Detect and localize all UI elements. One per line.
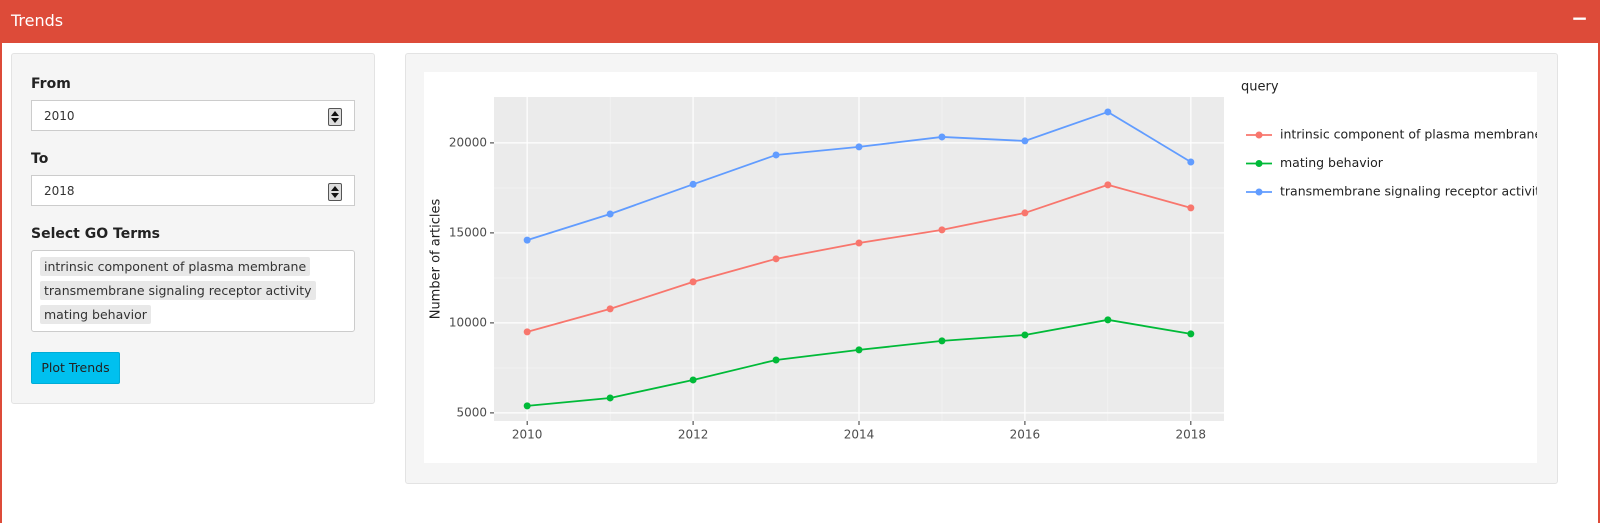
data-point bbox=[772, 151, 780, 159]
to-label: To bbox=[31, 151, 49, 167]
term-tag[interactable]: mating behavior bbox=[40, 305, 151, 324]
legend-key-point bbox=[1255, 160, 1263, 167]
from-input[interactable]: 2010 bbox=[31, 100, 355, 131]
terms-label: Select GO Terms bbox=[31, 226, 161, 242]
data-point bbox=[938, 133, 946, 141]
data-point bbox=[689, 278, 697, 286]
data-point bbox=[523, 328, 531, 336]
plot-button[interactable]: Plot Trends bbox=[31, 352, 120, 384]
data-point bbox=[1104, 316, 1112, 324]
data-point bbox=[1187, 158, 1195, 166]
data-point bbox=[523, 236, 531, 244]
from-label: From bbox=[31, 76, 71, 92]
data-point bbox=[1021, 331, 1029, 339]
data-point bbox=[1021, 209, 1029, 217]
x-tick-label: 2018 bbox=[1176, 428, 1207, 442]
x-tick-label: 2010 bbox=[512, 428, 543, 442]
y-axis-label: Number of articles bbox=[429, 198, 444, 319]
y-tick-label: 20000 bbox=[449, 135, 487, 149]
term-tag[interactable]: intrinsic component of plasma membrane bbox=[40, 257, 311, 276]
data-point bbox=[855, 239, 863, 247]
to-input[interactable]: 2018 bbox=[31, 175, 355, 206]
data-point bbox=[855, 143, 863, 151]
collapse-button[interactable]: − bbox=[1571, 6, 1588, 30]
from-value: 2010 bbox=[44, 109, 75, 123]
y-tick-label: 15000 bbox=[449, 225, 487, 239]
legend-key-point bbox=[1255, 131, 1263, 139]
legend-key-point bbox=[1255, 188, 1263, 196]
terms-select[interactable]: intrinsic component of plasma membrane t… bbox=[31, 250, 355, 332]
data-point bbox=[523, 402, 531, 410]
term-tag[interactable]: transmembrane signaling receptor activit… bbox=[40, 281, 316, 300]
data-point bbox=[606, 210, 614, 218]
spinner[interactable] bbox=[328, 108, 342, 126]
x-tick-label: 2014 bbox=[844, 428, 875, 442]
data-point bbox=[606, 305, 614, 313]
chart: Number of articles query 5000 10000 15000 2… bbox=[424, 72, 1537, 463]
legend-title: query bbox=[1241, 80, 1279, 95]
sidebar-panel: From 2010 To 2018 Select GO Terms intrin… bbox=[11, 53, 375, 404]
data-point bbox=[1104, 108, 1112, 116]
data-point bbox=[606, 394, 614, 402]
legend-label: intrinsic component of plasma membrane bbox=[1280, 127, 1537, 142]
data-point bbox=[1104, 181, 1112, 189]
data-point bbox=[1021, 137, 1029, 145]
box-title: Trends bbox=[11, 11, 64, 30]
data-point bbox=[1187, 204, 1195, 212]
data-point bbox=[1187, 330, 1195, 338]
x-tick-label: 2012 bbox=[678, 428, 709, 442]
box-header: Trends − bbox=[0, 0, 1600, 43]
x-tick-label: 2016 bbox=[1010, 428, 1041, 442]
data-point bbox=[689, 180, 697, 188]
data-point bbox=[772, 255, 780, 263]
data-point bbox=[689, 376, 697, 384]
y-tick-label: 10000 bbox=[449, 315, 487, 329]
spinner[interactable] bbox=[328, 183, 342, 201]
to-value: 2018 bbox=[44, 184, 75, 198]
data-point bbox=[938, 226, 946, 234]
data-point bbox=[855, 346, 863, 354]
data-point bbox=[938, 337, 946, 345]
legend-label: mating behavior bbox=[1280, 155, 1384, 170]
legend-label: transmembrane signaling receptor activit… bbox=[1280, 184, 1537, 199]
y-tick-label: 5000 bbox=[456, 405, 487, 419]
data-point bbox=[772, 356, 780, 364]
